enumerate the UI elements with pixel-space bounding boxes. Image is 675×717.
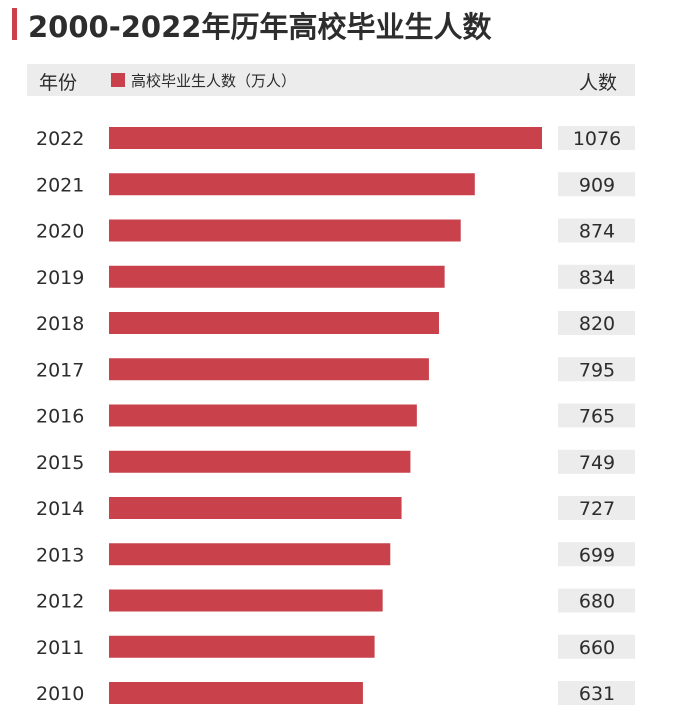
table-header: 年份 高校毕业生人数（万人） 人数 (27, 64, 635, 96)
bar-2013 (109, 543, 391, 566)
bar-2022 (109, 127, 542, 149)
value-label: 749 (579, 452, 615, 474)
bar-2015 (109, 450, 411, 473)
value-cell-background (558, 496, 635, 520)
year-label: 2010 (36, 683, 84, 705)
value-cell-background (558, 218, 635, 243)
year-label: 2020 (36, 221, 84, 243)
bar-2017 (109, 358, 429, 381)
value-label: 874 (579, 221, 615, 243)
year-label: 2011 (36, 637, 84, 659)
value-cell-background (558, 634, 635, 659)
value-label: 1076 (573, 128, 621, 150)
bar-2010 (109, 682, 363, 704)
value-label: 660 (579, 637, 615, 659)
bar-2011 (109, 635, 375, 658)
value-label: 680 (579, 591, 615, 613)
bar-2014 (109, 497, 402, 519)
value-cell-background (558, 588, 635, 613)
value-cell-background (558, 264, 635, 289)
year-label: 2018 (36, 313, 84, 335)
value-cell-background (558, 542, 635, 567)
year-label: 2016 (36, 406, 84, 428)
value-label: 795 (579, 359, 615, 381)
value-cell-background (558, 681, 635, 705)
bar-2012 (109, 589, 383, 612)
value-cell-background (558, 311, 635, 335)
value-cell-background (558, 357, 635, 382)
year-label: 2019 (36, 267, 84, 289)
year-label: 2014 (36, 498, 84, 520)
legend-label: 高校毕业生人数（万人） (131, 72, 297, 90)
legend-swatch (111, 73, 125, 87)
bar-2018 (109, 312, 439, 334)
year-column-header: 年份 (39, 72, 78, 94)
value-label: 909 (579, 174, 615, 196)
value-label: 699 (579, 544, 615, 566)
bar-2021 (109, 173, 475, 196)
bar-2019 (109, 265, 445, 288)
bar-2020 (109, 219, 461, 242)
value-cell-background (558, 172, 635, 197)
value-label: 727 (579, 498, 615, 520)
value-label: 631 (579, 683, 615, 705)
year-label: 2022 (36, 128, 84, 150)
page-title: 2000-2022年历年高校毕业生人数 (28, 10, 492, 44)
value-cell-background (558, 449, 635, 474)
year-label: 2012 (36, 591, 84, 613)
bar-2016 (109, 404, 417, 427)
year-label: 2021 (36, 174, 84, 196)
year-label: 2017 (36, 359, 84, 381)
value-label: 765 (579, 406, 615, 428)
value-cell-background (558, 126, 635, 150)
value-label: 820 (579, 313, 615, 335)
value-label: 834 (579, 267, 615, 289)
count-column-header: 人数 (578, 72, 617, 94)
title-accent-bar (12, 8, 17, 40)
year-label: 2013 (36, 544, 84, 566)
year-label: 2015 (36, 452, 84, 474)
value-cell-background (558, 403, 635, 428)
